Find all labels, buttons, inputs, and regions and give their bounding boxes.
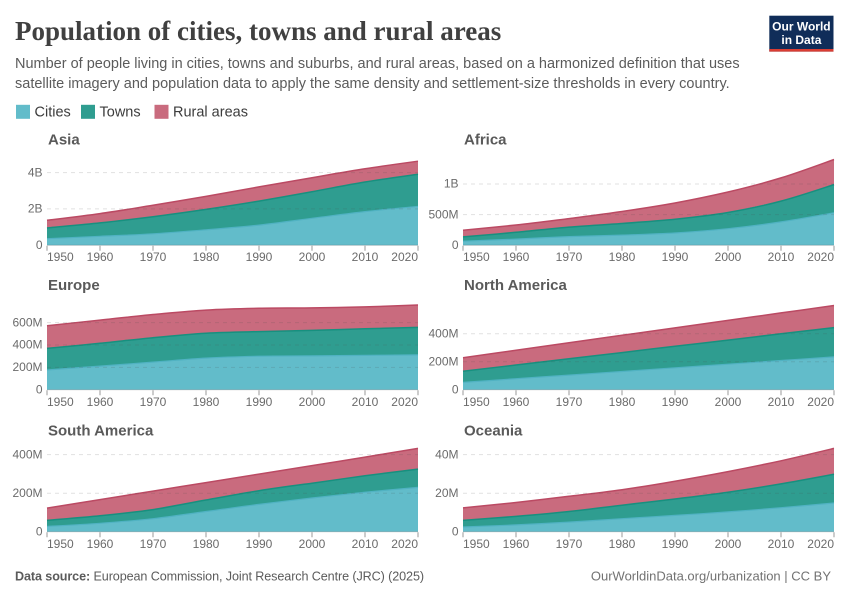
svg-text:OurWorldinData.org/urbanizatio: OurWorldinData.org/urbanization | CC BY <box>591 569 831 584</box>
svg-text:North America: North America <box>464 277 567 294</box>
svg-text:200M: 200M <box>12 360 42 374</box>
svg-text:200M: 200M <box>12 486 42 500</box>
svg-text:1960: 1960 <box>503 537 530 551</box>
svg-text:2020: 2020 <box>807 537 834 551</box>
svg-text:2000: 2000 <box>715 250 742 264</box>
svg-text:40M: 40M <box>435 447 458 461</box>
svg-text:2020: 2020 <box>391 537 418 551</box>
svg-text:1970: 1970 <box>140 537 167 551</box>
svg-text:1970: 1970 <box>556 537 583 551</box>
svg-text:1960: 1960 <box>87 395 114 409</box>
svg-text:20M: 20M <box>435 486 458 500</box>
svg-text:1970: 1970 <box>556 395 583 409</box>
svg-text:500M: 500M <box>428 207 458 221</box>
svg-text:Asia: Asia <box>48 131 80 148</box>
svg-text:0: 0 <box>452 525 459 539</box>
svg-text:0: 0 <box>36 238 43 252</box>
svg-text:1960: 1960 <box>503 250 530 264</box>
svg-text:Africa: Africa <box>464 131 507 148</box>
svg-text:1970: 1970 <box>140 250 167 264</box>
svg-text:1990: 1990 <box>246 537 273 551</box>
svg-text:in Data: in Data <box>781 33 821 47</box>
svg-text:1990: 1990 <box>662 395 689 409</box>
svg-text:1980: 1980 <box>193 250 220 264</box>
svg-text:1960: 1960 <box>503 395 530 409</box>
svg-text:1950: 1950 <box>47 537 74 551</box>
svg-text:2000: 2000 <box>299 395 326 409</box>
svg-text:Rural areas: Rural areas <box>173 105 248 121</box>
svg-text:400M: 400M <box>428 327 458 341</box>
svg-text:2020: 2020 <box>391 250 418 264</box>
svg-text:2010: 2010 <box>768 395 795 409</box>
svg-text:1990: 1990 <box>662 537 689 551</box>
svg-text:2000: 2000 <box>715 395 742 409</box>
svg-text:Population of cities, towns an: Population of cities, towns and rural ar… <box>15 16 501 46</box>
svg-text:1990: 1990 <box>662 250 689 264</box>
svg-text:2020: 2020 <box>807 395 834 409</box>
svg-text:1980: 1980 <box>609 395 636 409</box>
svg-text:satellite imagery and populati: satellite imagery and population data to… <box>15 76 730 92</box>
svg-text:0: 0 <box>452 383 459 397</box>
svg-text:1980: 1980 <box>609 537 636 551</box>
svg-text:2020: 2020 <box>391 395 418 409</box>
svg-text:1980: 1980 <box>193 395 220 409</box>
svg-text:Europe: Europe <box>48 277 100 294</box>
svg-text:0: 0 <box>452 238 459 252</box>
svg-text:1950: 1950 <box>463 250 490 264</box>
svg-text:Number of people living in cit: Number of people living in cities, towns… <box>15 56 740 72</box>
svg-text:2000: 2000 <box>715 537 742 551</box>
svg-text:600M: 600M <box>12 315 42 329</box>
svg-text:1B: 1B <box>444 177 459 191</box>
svg-text:South America: South America <box>48 422 154 439</box>
svg-text:Data source: European Commissi: Data source: European Commission, Joint … <box>15 570 424 584</box>
svg-text:1950: 1950 <box>463 537 490 551</box>
svg-text:1950: 1950 <box>47 395 74 409</box>
svg-text:2000: 2000 <box>299 250 326 264</box>
svg-text:Cities: Cities <box>35 105 71 121</box>
svg-text:400M: 400M <box>12 338 42 352</box>
svg-text:200M: 200M <box>428 355 458 369</box>
svg-text:1960: 1960 <box>87 250 114 264</box>
svg-text:2020: 2020 <box>807 250 834 264</box>
svg-text:1950: 1950 <box>47 250 74 264</box>
svg-text:1980: 1980 <box>193 537 220 551</box>
svg-text:1980: 1980 <box>609 250 636 264</box>
svg-text:2010: 2010 <box>352 395 379 409</box>
svg-text:1970: 1970 <box>140 395 167 409</box>
svg-text:2B: 2B <box>28 202 43 216</box>
svg-text:Our World: Our World <box>772 20 830 34</box>
svg-text:1990: 1990 <box>246 250 273 264</box>
svg-text:0: 0 <box>36 525 43 539</box>
svg-text:2010: 2010 <box>352 250 379 264</box>
svg-text:2010: 2010 <box>352 537 379 551</box>
svg-text:1990: 1990 <box>246 395 273 409</box>
svg-text:2000: 2000 <box>299 537 326 551</box>
svg-text:4B: 4B <box>28 165 43 179</box>
svg-text:400M: 400M <box>12 447 42 461</box>
svg-text:1950: 1950 <box>463 395 490 409</box>
svg-text:1960: 1960 <box>87 537 114 551</box>
svg-text:1970: 1970 <box>556 250 583 264</box>
svg-text:0: 0 <box>36 383 43 397</box>
svg-text:Towns: Towns <box>100 105 141 121</box>
svg-text:Oceania: Oceania <box>464 422 523 439</box>
svg-text:2010: 2010 <box>768 537 795 551</box>
svg-text:2010: 2010 <box>768 250 795 264</box>
